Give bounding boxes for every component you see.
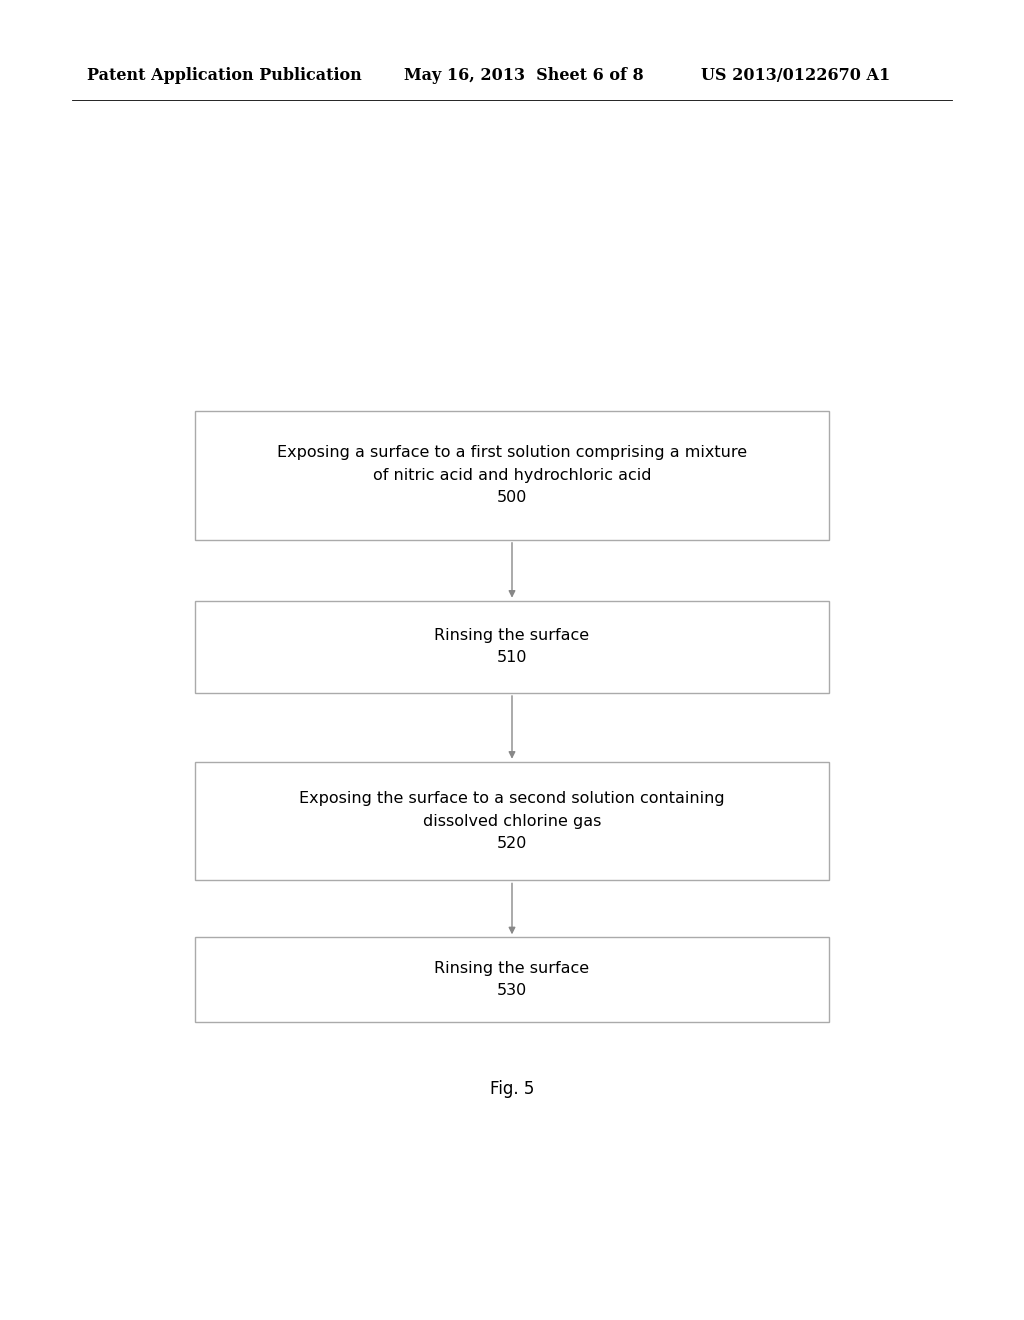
Text: US 2013/0122670 A1: US 2013/0122670 A1 xyxy=(701,66,891,83)
Bar xyxy=(195,601,829,693)
Bar xyxy=(195,411,829,540)
Bar xyxy=(195,937,829,1022)
Text: May 16, 2013  Sheet 6 of 8: May 16, 2013 Sheet 6 of 8 xyxy=(404,66,644,83)
Text: Rinsing the surface
530: Rinsing the surface 530 xyxy=(434,961,590,998)
Bar xyxy=(195,762,829,880)
Text: Rinsing the surface
510: Rinsing the surface 510 xyxy=(434,628,590,665)
Text: Exposing the surface to a second solution containing
dissolved chlorine gas
520: Exposing the surface to a second solutio… xyxy=(299,792,725,851)
Text: Exposing a surface to a first solution comprising a mixture
of nitric acid and h: Exposing a surface to a first solution c… xyxy=(276,445,748,504)
Text: Fig. 5: Fig. 5 xyxy=(489,1080,535,1098)
Text: Patent Application Publication: Patent Application Publication xyxy=(87,66,361,83)
